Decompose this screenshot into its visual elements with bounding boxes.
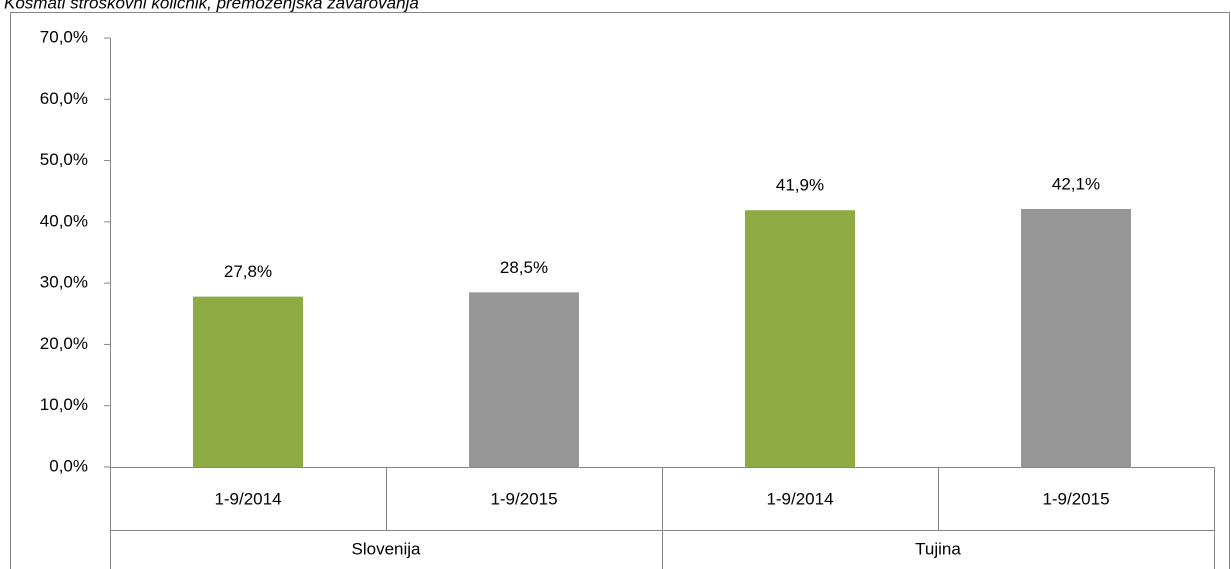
x-tick-label: 1-9/2015 (1042, 489, 1109, 508)
bar (745, 210, 855, 467)
data-label: 41,9% (776, 176, 824, 195)
y-tick-label: 40,0% (40, 211, 88, 230)
chart-title: Kosmati stroškovni količnik, premoženjsk… (4, 0, 419, 12)
y-tick-label: 30,0% (40, 273, 88, 292)
bar (469, 292, 579, 467)
x-tick-label: 1-9/2014 (214, 489, 281, 508)
chart-frame (10, 12, 1230, 569)
data-label: 27,8% (224, 262, 272, 281)
y-tick-label: 50,0% (40, 150, 88, 169)
y-tick-label: 60,0% (40, 89, 88, 108)
data-label: 42,1% (1052, 174, 1100, 193)
y-tick-label: 0,0% (49, 456, 88, 475)
x-tick-label: 1-9/2015 (490, 489, 557, 508)
group-label: Tujina (915, 539, 961, 558)
group-label: Slovenija (352, 539, 422, 558)
bar (193, 296, 303, 467)
data-label: 28,5% (500, 258, 548, 277)
y-tick-label: 70,0% (40, 27, 88, 46)
x-tick-label: 1-9/2014 (766, 489, 833, 508)
y-tick-label: 20,0% (40, 334, 88, 353)
y-tick-label: 10,0% (40, 395, 88, 414)
bar (1021, 208, 1131, 468)
